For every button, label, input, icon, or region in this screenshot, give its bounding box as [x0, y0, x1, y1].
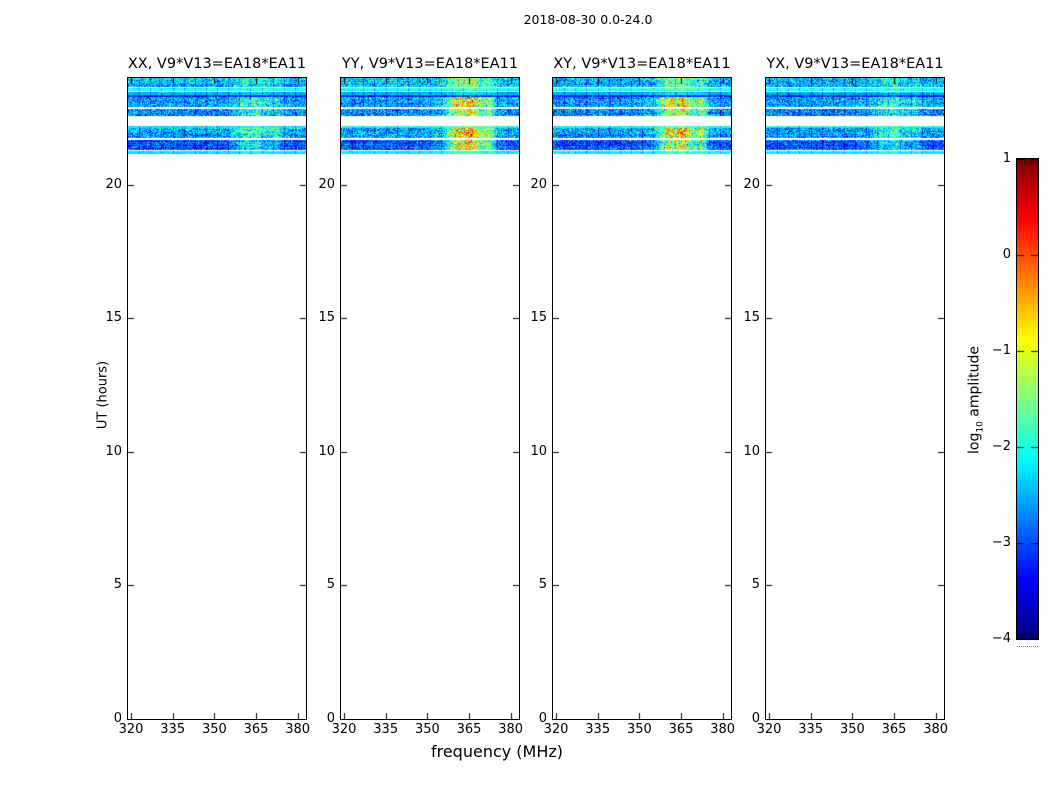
- colorbar-tick-label: 1: [1002, 151, 1011, 166]
- y-tick-label: 5: [538, 577, 547, 593]
- y-tick-label: 5: [113, 577, 122, 593]
- x-tick-label: 380: [923, 722, 949, 737]
- colorbar-label-suffix: amplitude: [966, 346, 983, 422]
- y-tick-label: 10: [743, 443, 760, 459]
- colorbar-tick-label: −4: [991, 631, 1011, 646]
- colorbar-tick-label: −1: [991, 343, 1011, 358]
- x-tick-label: 380: [498, 722, 524, 737]
- panel-title-yy: YY, V9*V13=EA18*EA11: [341, 56, 519, 72]
- panel-title-yx: YX, V9*V13=EA18*EA11: [766, 56, 944, 72]
- colorbar-tick-label: −2: [991, 439, 1011, 454]
- y-tick-label: 0: [751, 711, 760, 726]
- y-tick-label: 5: [326, 577, 335, 593]
- spectrogram-panel-xy: [552, 77, 732, 720]
- x-tick-label: 365: [243, 722, 269, 737]
- colorbar-label: log10 amplitude: [967, 346, 986, 454]
- y-tick-label: 20: [318, 176, 335, 192]
- y-tick-label: 20: [743, 176, 760, 192]
- y-tick-label: 15: [318, 310, 335, 326]
- y-tick-label: 10: [318, 443, 335, 459]
- x-tick-label: 350: [414, 722, 440, 737]
- y-tick-label: 15: [105, 310, 122, 326]
- x-tick-label: 320: [756, 722, 782, 737]
- spectrogram-image-xx: [128, 78, 306, 719]
- x-tick-label: 380: [285, 722, 311, 737]
- y-tick-label: 10: [105, 443, 122, 459]
- colorbar-tick-label: −3: [991, 535, 1011, 550]
- y-tick-label: 0: [113, 711, 122, 726]
- x-tick-label: 365: [881, 722, 907, 737]
- spectrogram-image-xy: [553, 78, 731, 719]
- colorbar-label-prefix: log: [966, 432, 983, 454]
- y-tick-label: 0: [538, 711, 547, 726]
- panel-title-xy: XY, V9*V13=EA18*EA11: [553, 56, 731, 72]
- panel-title-xx: XX, V9*V13=EA18*EA11: [127, 56, 307, 72]
- x-tick-label: 320: [118, 722, 144, 737]
- colorbar: [1016, 158, 1039, 640]
- spectrogram-panel-yx: [765, 77, 945, 720]
- y-tick-label: 20: [530, 176, 547, 192]
- colorbar-extend-dots: [1017, 646, 1038, 647]
- x-tick-label: 350: [201, 722, 227, 737]
- x-tick-label: 335: [585, 722, 611, 737]
- spectrogram-panel-yy: [340, 77, 520, 720]
- y-tick-label: 5: [751, 577, 760, 593]
- x-tick-label: 350: [839, 722, 865, 737]
- x-tick-label: 335: [160, 722, 186, 737]
- x-tick-label: 320: [331, 722, 357, 737]
- x-tick-label: 320: [543, 722, 569, 737]
- spectrogram-image-yx: [766, 78, 944, 719]
- x-tick-label: 365: [456, 722, 482, 737]
- colorbar-tick-label: 0: [1002, 247, 1011, 262]
- y-axis-label: UT (hours): [95, 360, 111, 430]
- x-tick-label: 365: [668, 722, 694, 737]
- y-tick-label: 0: [326, 711, 335, 726]
- colorbar-label-sub: 10: [975, 421, 986, 433]
- y-tick-label: 15: [530, 310, 547, 326]
- y-tick-label: 15: [743, 310, 760, 326]
- x-tick-label: 350: [626, 722, 652, 737]
- x-tick-label: 335: [373, 722, 399, 737]
- spectrogram-image-yy: [341, 78, 519, 719]
- y-tick-label: 20: [105, 176, 122, 192]
- y-tick-label: 10: [530, 443, 547, 459]
- x-tick-label: 335: [798, 722, 824, 737]
- figure-title: 2018-08-30 0.0-24.0: [523, 12, 653, 27]
- x-axis-label: frequency (MHz): [430, 742, 564, 761]
- x-tick-label: 380: [710, 722, 736, 737]
- colorbar-gradient: [1017, 159, 1038, 639]
- spectrogram-panel-xx: [127, 77, 307, 720]
